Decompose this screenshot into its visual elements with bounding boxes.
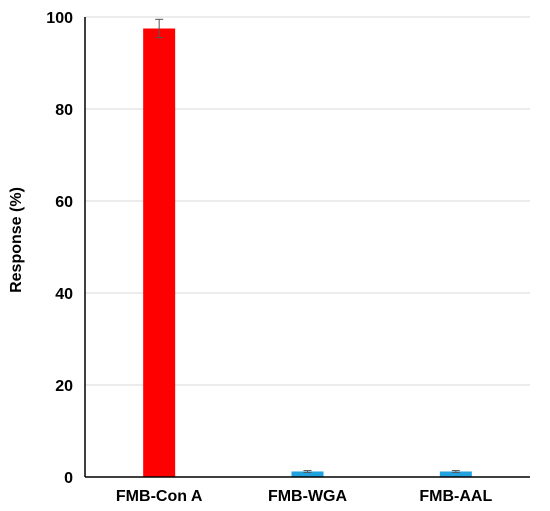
y-tick-label: 80 xyxy=(55,102,73,119)
bar xyxy=(439,471,472,477)
x-tick-labels: FMB-Con A FMB-WGA FMB-AAL xyxy=(116,488,493,505)
x-tick-label: FMB-Con A xyxy=(116,488,203,505)
y-tick-label: 0 xyxy=(64,470,73,487)
y-axis-title: Response (%) xyxy=(8,187,25,293)
y-tick-labels: 0 20 40 60 80 100 xyxy=(46,10,73,487)
axes xyxy=(84,17,530,478)
bar xyxy=(143,28,176,477)
y-tick-label: 60 xyxy=(55,194,73,211)
x-tick-label: FMB-AAL xyxy=(419,488,492,505)
x-tick-label: FMB-WGA xyxy=(268,488,348,505)
bar xyxy=(291,471,324,477)
y-tick-label: 40 xyxy=(55,286,73,303)
y-tick-label: 20 xyxy=(55,378,73,395)
bars xyxy=(143,18,472,477)
y-tick-label: 100 xyxy=(46,10,73,27)
